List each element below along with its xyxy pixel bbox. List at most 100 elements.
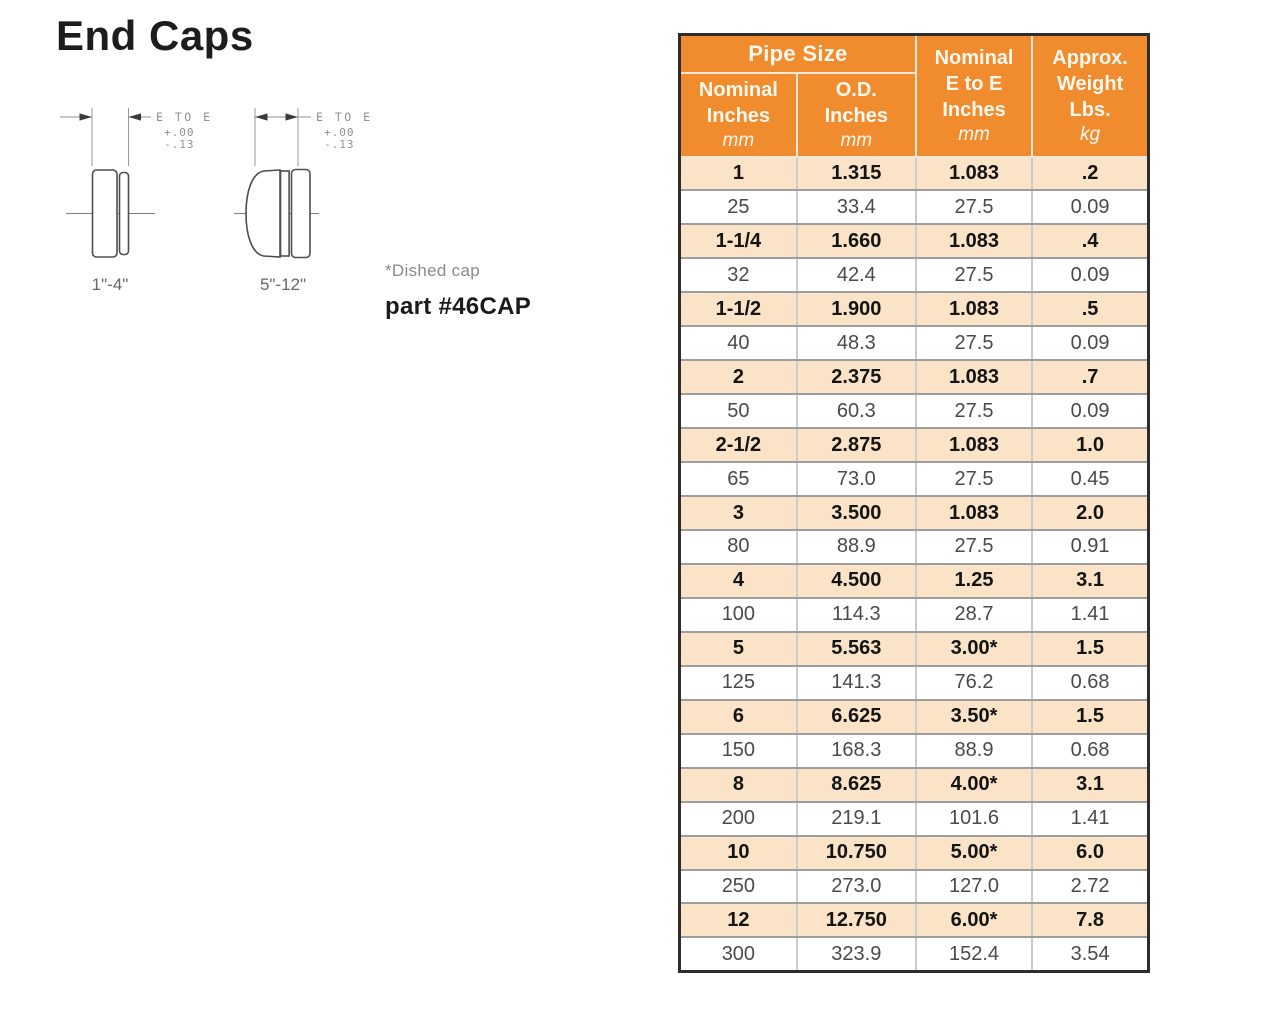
cell-e-to-e: 3.00* [914,630,1034,667]
cell-nominal-size: 25 [678,189,798,226]
table-row: 1 1.315 1.083 .2 [678,155,1150,192]
spec-table-header: Pipe Size Nominal E to E Inches mm Appro… [678,33,1150,158]
cell-nominal-size: 150 [678,732,798,769]
cell-weight: .2 [1031,155,1150,192]
table-row: 50 60.3 27.5 0.09 [678,393,1150,430]
tolerance-minus-flat: -.13 [164,138,195,151]
cell-nominal-size: 1-1/4 [678,223,798,260]
cell-od: 88.9 [795,528,917,565]
cell-weight: .5 [1031,291,1150,328]
table-row: 6 6.625 3.50* 1.5 [678,698,1150,735]
cell-e-to-e: 4.00* [914,766,1034,803]
table-row: 3 3.500 1.083 2.0 [678,495,1150,531]
cell-weight: 0.09 [1031,393,1150,430]
cell-od: 5.563 [795,630,917,667]
cell-weight: 0.09 [1031,189,1150,226]
table-row: 25 33.4 27.5 0.09 [678,189,1150,226]
cell-od: 6.625 [795,698,917,735]
tolerance-plus-flat: +.00 [164,126,195,139]
cell-weight: .4 [1031,223,1150,260]
arrowhead-icon [79,113,92,121]
cell-weight: 7.8 [1031,902,1150,939]
cell-nominal-size: 250 [678,868,798,905]
table-row: 250 273.0 127.0 2.72 [678,868,1150,905]
cell-od: 1.660 [795,223,917,260]
dished-cap-footnote: *Dished cap [385,261,480,280]
dished-cap-dome [245,169,281,258]
cell-nominal-size: 40 [678,325,798,362]
cell-e-to-e: 27.5 [914,189,1034,226]
cell-nominal-size: 3 [678,495,798,531]
table-row: 10 10.750 5.00* 6.0 [678,834,1150,871]
cell-nominal-size: 1-1/2 [678,291,798,328]
cell-nominal-size: 50 [678,393,798,430]
cell-nominal-size: 100 [678,596,798,633]
dished-cap-flange [290,168,311,259]
cell-od: 141.3 [795,664,917,701]
e-to-e-label-flat: E TO E [156,110,213,124]
cell-nominal-size: 2-1/2 [678,427,798,464]
cell-weight: 3.1 [1031,562,1150,599]
header-od-unit: mm [840,129,873,151]
cell-e-to-e: 27.5 [914,461,1034,498]
cell-nominal-size: 4 [678,562,798,599]
cell-e-to-e: 6.00* [914,902,1034,939]
tolerance-plus-dished: +.00 [324,126,355,139]
cell-od: 33.4 [795,189,917,226]
header-weight-label: Approx. Weight Lbs. [1052,46,1128,121]
header-od-inches: O.D. Inches mm [795,71,917,158]
cell-od: 114.3 [795,596,917,633]
cell-e-to-e: 27.5 [914,257,1034,294]
cell-e-to-e: 88.9 [914,732,1034,769]
end-cap-drawings: E TO E +.00 -.13 1"-4" E TO E +.00 -.13 … [60,108,373,294]
header-od-label: O.D. Inches [824,78,888,127]
e-to-e-label-dished: E TO E [316,110,373,124]
table-row: 40 48.3 27.5 0.09 [678,325,1150,362]
table-row: 1-1/4 1.660 1.083 .4 [678,223,1150,260]
cell-weight: 2.72 [1031,868,1150,905]
part-number: part #46CAP [385,293,532,320]
cell-e-to-e: 101.6 [914,800,1034,837]
table-row: 80 88.9 27.5 0.91 [678,528,1150,565]
cell-e-to-e: 27.5 [914,528,1034,565]
dished-cap-band [279,170,290,257]
cell-od: 323.9 [795,936,917,973]
cell-nominal-size: 5 [678,630,798,667]
cell-od: 1.315 [795,155,917,192]
cell-e-to-e: 3.50* [914,698,1034,735]
header-e-to-e-unit: mm [958,123,990,145]
cell-e-to-e: 1.083 [914,495,1034,531]
table-row: 300 323.9 152.4 3.54 [678,936,1150,973]
spec-table: Pipe Size Nominal E to E Inches mm Appro… [678,33,1150,973]
cell-weight: 2.0 [1031,495,1150,531]
table-row: 5 5.563 3.00* 1.5 [678,630,1150,667]
cell-od: 3.500 [795,495,917,531]
dished-cap-drawing: E TO E +.00 -.13 5"-12" [234,108,373,294]
cell-nominal-size: 80 [678,528,798,565]
header-nominal-inches: Nominal Inches mm [678,71,798,158]
cell-od: 2.375 [795,359,917,396]
cell-e-to-e: 5.00* [914,834,1034,871]
header-nominal-label: Nominal Inches [698,78,778,127]
header-weight-unit: kg [1080,123,1101,145]
cell-weight: 0.45 [1031,461,1150,498]
cell-weight: 6.0 [1031,834,1150,871]
cell-weight: 0.09 [1031,325,1150,362]
table-row: 150 168.3 88.9 0.68 [678,732,1150,769]
cell-nominal-size: 200 [678,800,798,837]
flat-cap-flange [118,171,130,256]
table-row: 100 114.3 28.7 1.41 [678,596,1150,633]
cell-weight: 0.68 [1031,664,1150,701]
cell-nominal-size: 6 [678,698,798,735]
cell-nominal-size: 300 [678,936,798,973]
cell-od: 1.900 [795,291,917,328]
page-title: End Caps [56,12,254,59]
flat-cap-drawing: E TO E +.00 -.13 1"-4" [60,108,213,294]
table-row: 2-1/2 2.875 1.083 1.0 [678,427,1150,464]
dished-cap-size-label: 5"-12" [260,275,306,294]
header-weight: Approx. Weight Lbs. kg [1031,33,1150,158]
table-row: 125 141.3 76.2 0.68 [678,664,1150,701]
cell-od: 12.750 [795,902,917,939]
cell-od: 168.3 [795,732,917,769]
